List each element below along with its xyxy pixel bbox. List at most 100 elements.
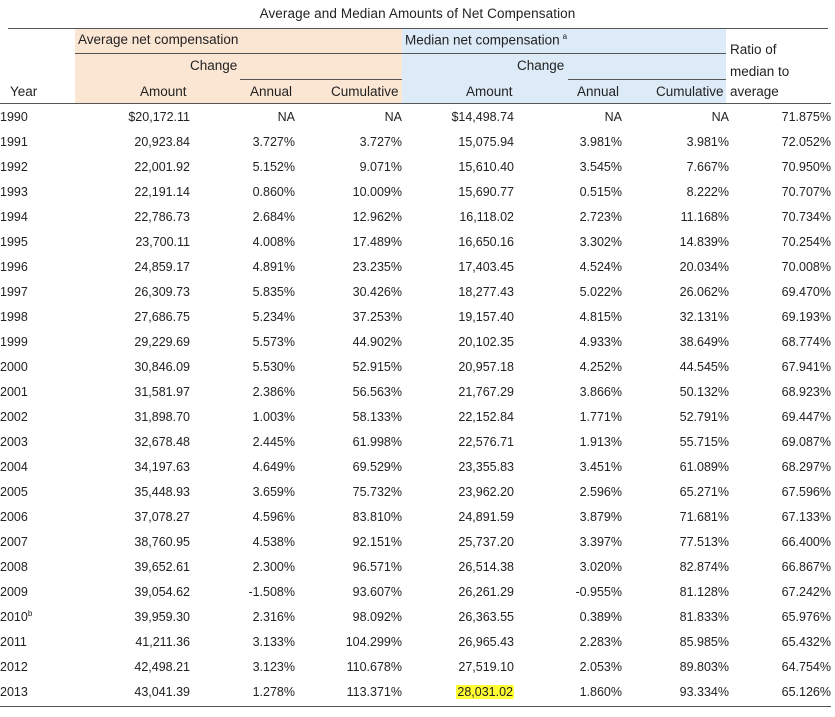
year-cell: 2009: [0, 584, 28, 599]
med-annual-cell: 3.020%: [579, 559, 622, 574]
col-year-header: Year: [10, 84, 38, 99]
med-cumulative-cell: 14.839%: [679, 234, 729, 249]
med-amount-cell: 20,957.18: [458, 359, 514, 374]
avg-amount-cell: 35,448.93: [134, 484, 190, 499]
ratio-cell: 67.941%: [781, 359, 831, 374]
med-annual-cell: 5.022%: [579, 284, 622, 299]
med-cumulative-cell: 44.545%: [679, 359, 729, 374]
avg-amount-cell: 39,652.61: [134, 559, 190, 574]
ratio-cell: 71.875%: [781, 109, 831, 124]
header-top-rule: [8, 28, 828, 29]
median-header-band: [402, 28, 726, 104]
table-row: 2002 31,898.70 1.003% 58.133% 22,152.84 1.771…: [0, 404, 831, 429]
med-annual-cell: 3.866%: [579, 384, 622, 399]
ratio-cell: 69.193%: [781, 309, 831, 324]
table-row: 2005 35,448.93 3.659% 75.732% 23,962.20 2.596…: [0, 479, 831, 504]
avg-amount-cell: 31,581.97: [134, 384, 190, 399]
year-cell: 1998: [0, 309, 28, 324]
avg-cumulative-cell: 37.253%: [352, 309, 402, 324]
med-cumulative-cell: 65.271%: [679, 484, 729, 499]
avg-cumulative-cell: 17.489%: [352, 234, 402, 249]
med-amount-cell: 26,965.43: [458, 634, 514, 649]
med-amount-cell: 28,031.02: [402, 679, 514, 704]
table-row: 2001 31,581.97 2.386% 56.563% 21,767.29 3.866…: [0, 379, 831, 404]
med-annual-cell: 4.815%: [579, 309, 622, 324]
year-cell: 2011: [0, 634, 27, 649]
avg-change-header: Change: [190, 58, 238, 73]
col-avg-amount-header: Amount: [140, 84, 187, 99]
year-cell: 2004: [0, 459, 28, 474]
med-amount-cell: 24,891.59: [458, 509, 514, 524]
year-cell: 2000: [0, 359, 28, 374]
med-annual-cell: -0.955%: [575, 584, 622, 599]
med-cumulative-cell: 61.089%: [679, 459, 729, 474]
ratio-cell: 67.133%: [781, 509, 831, 524]
ratio-header-line1: Ratio of: [730, 42, 777, 57]
year-cell: 2001: [0, 384, 28, 399]
table-row: 2007 38,760.95 4.538% 92.151% 25,737.20 3.397…: [0, 529, 831, 554]
avg-annual-cell: 4.891%: [252, 259, 295, 274]
ratio-cell: 66.867%: [781, 559, 831, 574]
med-footnote-marker: a: [562, 32, 568, 41]
med-amount-cell: 15,075.94: [458, 134, 514, 149]
table-row: 2008 39,652.61 2.300% 96.571% 26,514.38 3.020…: [0, 554, 831, 579]
med-cumulative-cell: 8.222%: [686, 184, 729, 199]
avg-amount-cell: 22,786.73: [134, 209, 190, 224]
year-cell: 2002: [0, 409, 28, 424]
col-med-amount-header: Amount: [466, 84, 513, 99]
ratio-cell: 65.432%: [781, 634, 831, 649]
avg-annual-cell: 4.008%: [252, 234, 295, 249]
avg-amount-cell: 22,001.92: [134, 159, 190, 174]
med-annual-cell: 1.771%: [579, 409, 622, 424]
avg-amount-cell: 26,309.73: [134, 284, 190, 299]
med-amount-cell: 22,152.84: [458, 409, 514, 424]
med-amount-cell: 26,363.55: [458, 609, 514, 624]
table-row: 1995 23,700.11 4.008% 17.489% 16,650.16 3.302…: [0, 229, 831, 254]
table-row: 1999 29,229.69 5.573% 44.902% 20,102.35 4.933…: [0, 329, 831, 354]
avg-amount-cell: $20,172.11: [128, 109, 190, 124]
avg-annual-cell: -1.508%: [248, 584, 295, 599]
med-cumulative-cell: 50.132%: [679, 384, 729, 399]
table-row: 2006 37,078.27 4.596% 83.810% 24,891.59 3.879…: [0, 504, 831, 529]
med-cumulative-cell: 55.715%: [679, 434, 729, 449]
med-amount-cell: 15,610.40: [458, 159, 514, 174]
med-amount-cell: 16,650.16: [458, 234, 514, 249]
avg-annual-cell: NA: [277, 109, 295, 124]
avg-annual-cell: 2.316%: [252, 609, 295, 624]
med-annual-cell: 3.451%: [579, 459, 622, 474]
ratio-cell: 69.087%: [781, 434, 831, 449]
avg-cumulative-cell: 61.998%: [352, 434, 402, 449]
med-annual-cell: 3.545%: [579, 159, 622, 174]
avg-amount-cell: 41,211.36: [135, 634, 190, 649]
ratio-cell: 72.052%: [781, 134, 831, 149]
med-annual-cell: 2.723%: [579, 209, 622, 224]
avg-annual-cell: 0.860%: [252, 184, 295, 199]
avg-cumulative-cell: 69.529%: [352, 459, 402, 474]
table-row: 2000 30,846.09 5.530% 52.915% 20,957.18 4.252…: [0, 354, 831, 379]
year-cell: 2008: [0, 559, 28, 574]
ratio-cell: 70.008%: [781, 259, 831, 274]
year-cell: 2005: [0, 484, 28, 499]
avg-annual-cell: 5.835%: [252, 284, 295, 299]
avg-cumulative-cell: 52.915%: [352, 359, 402, 374]
ratio-cell: 70.254%: [781, 234, 831, 249]
ratio-cell: 66.400%: [781, 534, 831, 549]
year-cell: 1997: [0, 284, 28, 299]
year-cell: 1992: [0, 159, 28, 174]
table-title: Average and Median Amounts of Net Compen…: [259, 6, 576, 21]
avg-amount-cell: 31,898.70: [134, 409, 190, 424]
year-cell: 1995: [0, 234, 28, 249]
avg-amount-cell: 20,923.84: [134, 134, 190, 149]
avg-group-header: Average net compensation: [78, 32, 239, 47]
med-amount-cell: 25,737.20: [458, 534, 514, 549]
year-cell: 1991: [0, 134, 28, 149]
med-cumulative-cell: 26.062%: [679, 284, 729, 299]
med-amount-cell: 27,519.10: [458, 659, 514, 674]
table-row: 1993 22,191.14 0.860% 10.009% 15,690.77 0.515…: [0, 179, 831, 204]
med-annual-cell: 1.913%: [579, 434, 622, 449]
avg-amount-cell: 30,846.09: [134, 359, 190, 374]
ratio-header-line2: median to: [730, 64, 790, 79]
ratio-cell: 70.734%: [781, 209, 831, 224]
avg-annual-cell: 5.573%: [252, 334, 295, 349]
table-row: 2003 32,678.48 2.445% 61.998% 22,576.71 1.913…: [0, 429, 831, 454]
